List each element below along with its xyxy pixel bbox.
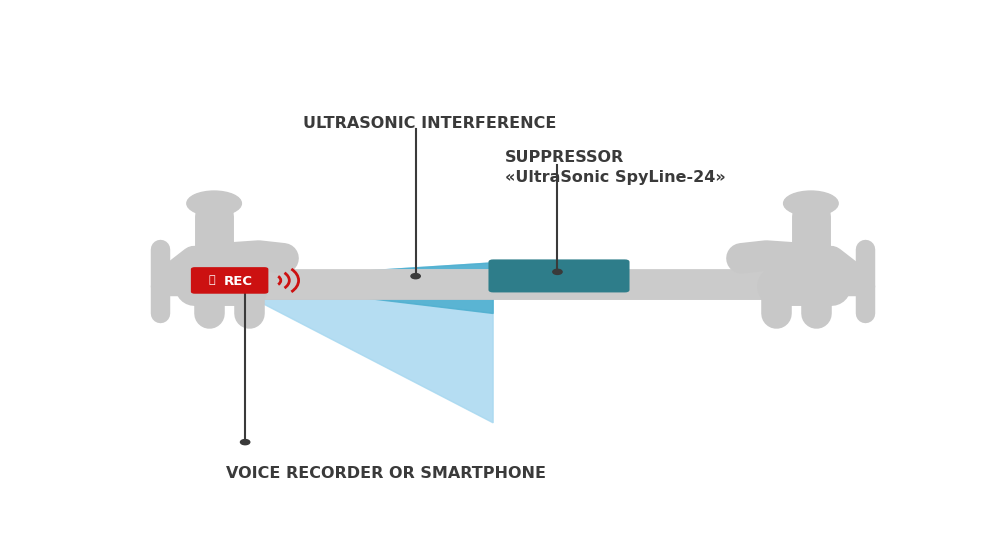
FancyBboxPatch shape [488,260,630,292]
Ellipse shape [784,191,838,216]
Text: 🎤: 🎤 [209,275,216,285]
FancyBboxPatch shape [227,269,798,285]
Circle shape [240,439,250,444]
Ellipse shape [187,191,241,216]
Text: REC: REC [223,275,252,288]
FancyBboxPatch shape [227,269,798,300]
Text: ULTRASONIC INTERFERENCE: ULTRASONIC INTERFERENCE [303,116,557,131]
Text: VOICE RECORDER OR SMARTPHONE: VOICE RECORDER OR SMARTPHONE [226,466,546,481]
FancyBboxPatch shape [191,267,268,294]
Polygon shape [218,263,493,314]
Polygon shape [218,263,493,423]
Circle shape [411,273,420,278]
Circle shape [553,269,562,275]
Text: SUPPRESSOR
«UltraSonic SpyLine-24»: SUPPRESSOR «UltraSonic SpyLine-24» [505,150,726,185]
FancyBboxPatch shape [227,282,798,300]
